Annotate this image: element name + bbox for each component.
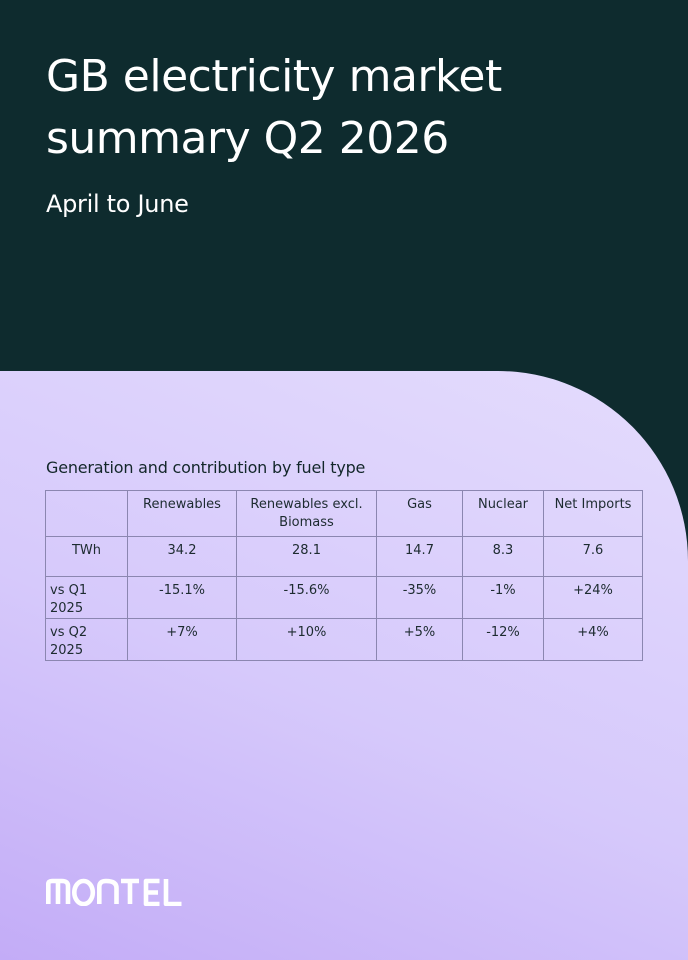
- table-cell: +4%: [543, 618, 643, 661]
- table-cell: -35%: [376, 576, 463, 619]
- table-cell: -15.1%: [127, 576, 237, 619]
- table-cell: -1%: [462, 576, 544, 619]
- row-label: vs Q2 2025: [45, 618, 128, 661]
- table-header-renewables-excl-biomass: Renewables excl. Biomass: [236, 490, 377, 537]
- table-cell: +10%: [236, 618, 377, 661]
- table-header-net-imports: Net Imports: [543, 490, 643, 537]
- table-row: vs Q1 2025 -15.1% -15.6% -35% -1% +24%: [45, 576, 643, 619]
- page-title: GB electricity market summary Q2 2026: [46, 51, 502, 164]
- fuel-type-table: Renewables Renewables excl. Biomass Gas …: [45, 490, 643, 661]
- table-row: TWh 34.2 28.1 14.7 8.3 7.6: [45, 536, 643, 577]
- table-row: vs Q2 2025 +7% +10% +5% -12% +4%: [45, 618, 643, 661]
- row-label: TWh: [45, 536, 128, 577]
- table-header-row: Renewables Renewables excl. Biomass Gas …: [45, 490, 643, 537]
- table-cell: -12%: [462, 618, 544, 661]
- table-header-corner: [45, 490, 128, 537]
- table-cell: +7%: [127, 618, 237, 661]
- table-cell: -15.6%: [236, 576, 377, 619]
- table-cell: 7.6: [543, 536, 643, 577]
- page-subtitle: April to June: [46, 190, 189, 218]
- montel-logo: [46, 878, 182, 906]
- table-cell: 28.1: [236, 536, 377, 577]
- header-band: GB electricity market summary Q2 2026 Ap…: [0, 0, 688, 400]
- table-header-gas: Gas: [376, 490, 463, 537]
- section-title: Generation and contribution by fuel type: [46, 458, 366, 477]
- table-header-nuclear: Nuclear: [462, 490, 544, 537]
- table-cell: 8.3: [462, 536, 544, 577]
- table-cell: 34.2: [127, 536, 237, 577]
- table-cell: +5%: [376, 618, 463, 661]
- row-label: vs Q1 2025: [45, 576, 128, 619]
- content-panel: [0, 371, 688, 960]
- table-cell: 14.7: [376, 536, 463, 577]
- table-header-renewables: Renewables: [127, 490, 237, 537]
- table-cell: +24%: [543, 576, 643, 619]
